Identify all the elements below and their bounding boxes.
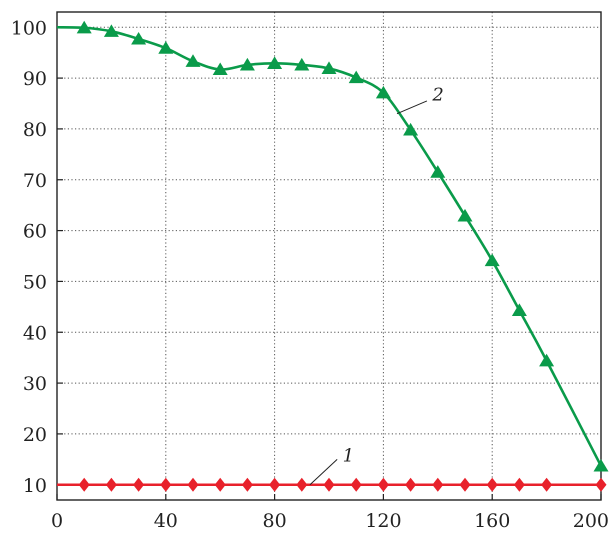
grid [57, 12, 601, 500]
series-label: 1 [343, 445, 354, 466]
series-2-point [76, 20, 92, 34]
series-1-point [133, 477, 145, 492]
series-1-point [187, 477, 199, 492]
series-1-point [160, 477, 172, 492]
y-tick-label: 20 [23, 424, 47, 446]
series-2-point [131, 31, 147, 45]
series-2-line [56, 25, 603, 467]
series-2-point [103, 24, 119, 37]
series-2-point [375, 85, 391, 99]
series-2-point [348, 70, 364, 84]
y-tick-label: 70 [23, 170, 47, 192]
y-tick-label: 100 [11, 17, 47, 39]
series-2 [56, 20, 609, 472]
x-tick-label: 160 [474, 510, 510, 532]
x-tick-label: 200 [573, 510, 609, 532]
series-2-point [294, 57, 310, 71]
x-tick-label: 40 [154, 510, 178, 532]
series-1-point [78, 477, 90, 492]
x-tick-label: 80 [263, 510, 287, 532]
series-1-point [323, 477, 335, 492]
series-1-point [269, 477, 281, 492]
series-2-point [430, 165, 446, 178]
series-1-point [350, 477, 362, 492]
series-1 [57, 477, 607, 492]
series-2-point [403, 122, 419, 136]
y-tick-label: 40 [23, 322, 47, 344]
series-2-point [321, 61, 337, 75]
series-1-point [459, 477, 471, 492]
series-1-point [377, 477, 389, 492]
series-1-point [541, 477, 553, 492]
x-tick-label: 0 [51, 510, 63, 532]
y-tick-label: 10 [23, 475, 47, 497]
series-2-point [511, 303, 527, 316]
series-layer [56, 20, 609, 492]
series-1-point [241, 477, 253, 492]
x-tick-label: 120 [365, 510, 401, 532]
series-2-point [239, 57, 255, 71]
series-2-point [212, 62, 228, 76]
series-2-point [593, 458, 609, 472]
series-1-point [405, 477, 417, 492]
series-2-point [185, 54, 201, 67]
plot-frame [56, 11, 602, 501]
series-2-point [457, 208, 473, 222]
series-2-point [539, 353, 555, 367]
series-2-point [158, 41, 174, 54]
series-1-point [486, 477, 498, 492]
series-2-point [267, 56, 283, 69]
annotation-leader [396, 100, 428, 115]
y-tick-label: 80 [23, 119, 47, 141]
series-1-point [513, 477, 525, 492]
y-tick-label: 60 [23, 221, 47, 243]
series-1-point [105, 477, 117, 492]
series-2-point [484, 253, 500, 267]
series-1-point [296, 477, 308, 492]
annotations: 12 [309, 84, 444, 486]
series-1-point [595, 477, 607, 492]
series-1-point [432, 477, 444, 492]
series-1-point [214, 477, 226, 492]
annotation-leader [309, 458, 338, 486]
axis-ticks: 0 40 80 120 160 200 10 20 30 40 50 60 70 80 90 100 [11, 17, 609, 532]
series-label: 2 [431, 84, 443, 105]
y-tick-label: 30 [23, 373, 47, 395]
y-tick-label: 50 [23, 271, 47, 293]
y-tick-label: 90 [23, 68, 47, 90]
